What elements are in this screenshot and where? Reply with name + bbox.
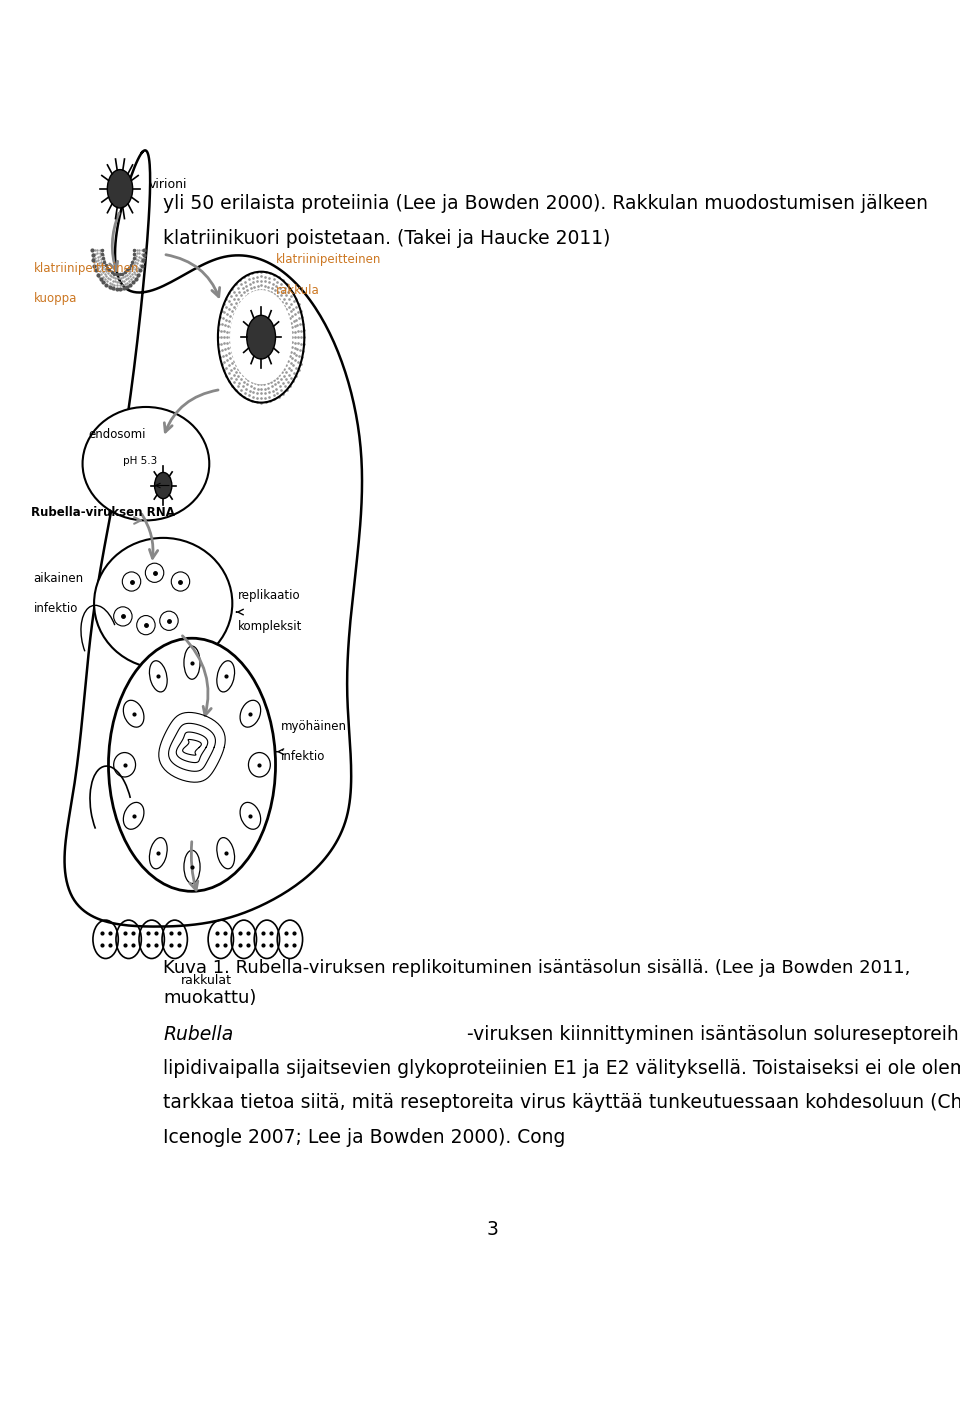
- Text: rakkulat: rakkulat: [180, 975, 231, 988]
- Text: Rubella-viruksen RNA: Rubella-viruksen RNA: [31, 507, 175, 519]
- Circle shape: [108, 639, 276, 891]
- Ellipse shape: [184, 646, 200, 680]
- Text: infektio: infektio: [281, 751, 325, 763]
- Ellipse shape: [249, 752, 271, 778]
- Text: rakkula: rakkula: [276, 284, 320, 297]
- Circle shape: [230, 289, 292, 385]
- Ellipse shape: [136, 616, 156, 634]
- Text: aikainen: aikainen: [34, 572, 84, 585]
- Ellipse shape: [94, 538, 232, 668]
- Text: endosomi: endosomi: [88, 427, 146, 440]
- Text: myöhäinen: myöhäinen: [281, 719, 348, 732]
- Ellipse shape: [150, 837, 167, 868]
- Text: Kuva 1. Rubella-viruksen replikoituminen isäntäsolun sisällä. (Lee ja Bowden 201: Kuva 1. Rubella-viruksen replikoituminen…: [163, 959, 910, 978]
- Text: 3: 3: [486, 1220, 498, 1239]
- Ellipse shape: [184, 850, 200, 884]
- Text: kuoppa: kuoppa: [34, 292, 77, 305]
- Ellipse shape: [159, 612, 179, 630]
- Ellipse shape: [113, 752, 135, 778]
- Circle shape: [247, 315, 276, 359]
- Text: klatriinipeitteinen: klatriinipeitteinen: [34, 261, 139, 275]
- Ellipse shape: [123, 700, 144, 727]
- Ellipse shape: [217, 661, 234, 692]
- Text: lipidivaipalla sijaitsevien glykoproteiinien E1 ja E2 välityksellä. Toistaiseksi: lipidivaipalla sijaitsevien glykoproteii…: [163, 1059, 960, 1078]
- Text: virioni: virioni: [149, 177, 187, 192]
- Text: infektio: infektio: [34, 602, 78, 614]
- Text: -viruksen kiinnittyminen isäntäsolun solureseptoreihin tapahtuu oletettavasti: -viruksen kiinnittyminen isäntäsolun sol…: [467, 1025, 960, 1044]
- Ellipse shape: [145, 563, 164, 582]
- Text: klatriinipeitteinen: klatriinipeitteinen: [276, 253, 381, 265]
- Text: klatriinikuori poistetaan. (Takei ja Haucke 2011): klatriinikuori poistetaan. (Takei ja Hau…: [163, 228, 611, 248]
- Ellipse shape: [240, 802, 261, 829]
- Text: Icenogle 2007; Lee ja Bowden 2000). Cong: Icenogle 2007; Lee ja Bowden 2000). Cong: [163, 1128, 571, 1147]
- Text: tarkkaa tietoa siitä, mitä reseptoreita virus käyttää tunkeutuessaan kohdesoluun: tarkkaa tietoa siitä, mitä reseptoreita …: [163, 1094, 960, 1112]
- Circle shape: [108, 170, 132, 209]
- Ellipse shape: [171, 572, 190, 592]
- Text: replikaatio: replikaatio: [238, 589, 300, 602]
- Ellipse shape: [150, 661, 167, 692]
- Circle shape: [155, 473, 172, 498]
- Ellipse shape: [113, 607, 132, 626]
- Ellipse shape: [83, 407, 209, 521]
- Text: kompleksit: kompleksit: [238, 620, 302, 633]
- Ellipse shape: [217, 837, 234, 868]
- Text: pH 5.3: pH 5.3: [123, 455, 157, 465]
- Ellipse shape: [240, 700, 261, 727]
- Text: yli 50 erilaista proteiinia (Lee ja Bowden 2000). Rakkulan muodostumisen jälkeen: yli 50 erilaista proteiinia (Lee ja Bowd…: [163, 194, 928, 213]
- Ellipse shape: [122, 572, 141, 592]
- Text: muokattu): muokattu): [163, 989, 256, 1007]
- Ellipse shape: [123, 802, 144, 829]
- Text: Rubella: Rubella: [163, 1025, 233, 1044]
